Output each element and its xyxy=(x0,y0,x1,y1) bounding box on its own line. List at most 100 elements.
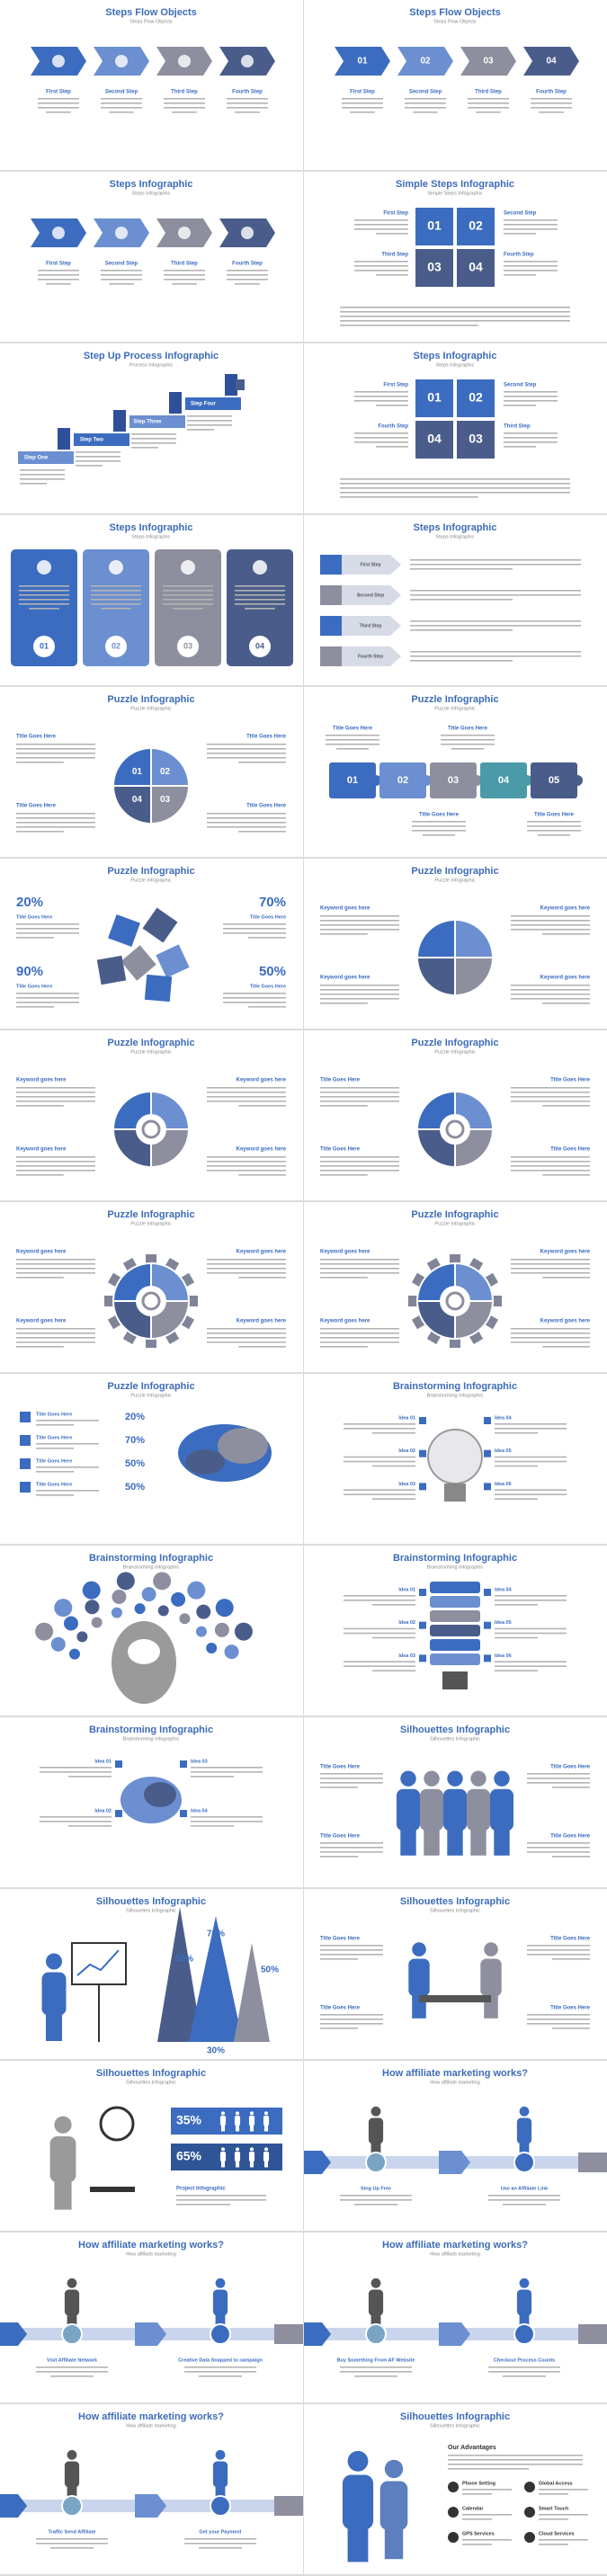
text-placeholder xyxy=(16,1272,95,1274)
text-placeholder xyxy=(468,107,509,109)
meeting-table xyxy=(419,1995,491,2002)
piece-label: Keyword goes here xyxy=(237,1319,287,1324)
text-placeholder xyxy=(462,2544,492,2545)
text-placeholder xyxy=(376,446,408,448)
step-label: Step Three xyxy=(133,420,162,425)
text-placeholder xyxy=(320,2023,383,2025)
text-placeholder xyxy=(320,1346,368,1348)
text-placeholder xyxy=(20,469,65,471)
silhouette-legs xyxy=(67,2310,77,2331)
person-label: Title Goes Here xyxy=(320,1834,361,1840)
percent-value: 20% xyxy=(16,895,43,910)
feature-icon xyxy=(524,2482,535,2492)
text-placeholder xyxy=(542,1277,590,1279)
text-placeholder xyxy=(504,441,558,443)
text-placeholder xyxy=(164,279,205,281)
idea-bubble xyxy=(187,1581,206,1600)
text-placeholder xyxy=(527,1847,590,1849)
silhouette-legs xyxy=(263,2159,269,2168)
text-placeholder xyxy=(462,2493,492,2495)
text-placeholder xyxy=(511,1092,590,1093)
text-placeholder xyxy=(68,1776,112,1778)
text-placeholder xyxy=(495,1432,538,1434)
slide-title: Silhouettes Infographic xyxy=(400,1725,510,1735)
text-placeholder xyxy=(16,826,95,828)
step-label: Checkout Process Counts xyxy=(494,2358,555,2363)
text-placeholder xyxy=(527,1773,590,1775)
text-placeholder xyxy=(320,929,399,931)
percent-value: 50% xyxy=(175,1955,193,1965)
step-badge xyxy=(61,2495,83,2517)
text-placeholder xyxy=(488,2371,560,2373)
text-placeholder xyxy=(504,400,558,402)
list-icon xyxy=(320,616,342,636)
flow-arrow xyxy=(135,2322,166,2346)
idea-label: Idea 01 xyxy=(398,1415,415,1421)
text-placeholder xyxy=(527,821,581,823)
puzzle-knob xyxy=(572,775,583,786)
hub-icon xyxy=(445,1291,465,1311)
idea-bubble xyxy=(54,1599,73,1618)
slide xyxy=(304,2061,607,2231)
step-label: Third Step xyxy=(171,90,198,95)
silhouette-legs xyxy=(46,2006,62,2041)
step-number: 03 xyxy=(483,57,494,67)
text-placeholder xyxy=(542,1174,590,1176)
feature-icon xyxy=(524,2532,535,2543)
text-placeholder xyxy=(511,924,590,926)
text-placeholder xyxy=(16,757,95,759)
silhouette-head xyxy=(220,2111,226,2116)
text-placeholder xyxy=(538,834,570,836)
text-placeholder xyxy=(76,465,103,467)
piece-label: Keyword goes here xyxy=(237,1147,287,1153)
peak xyxy=(157,1907,202,2042)
text-placeholder xyxy=(163,603,213,605)
step-label: Fourth Step xyxy=(536,90,567,95)
text-placeholder xyxy=(410,590,581,592)
flow-end xyxy=(274,2324,303,2344)
step-label: Second Step xyxy=(409,90,442,95)
text-placeholder xyxy=(504,224,558,226)
percent-value: 70% xyxy=(207,1930,225,1939)
silhouette-body xyxy=(368,2117,384,2144)
idea-bubble xyxy=(224,1645,239,1660)
card-icon xyxy=(37,560,51,575)
text-placeholder xyxy=(238,1105,286,1107)
piece-label: Title Goes Here xyxy=(550,1147,591,1153)
slide-subtitle: Puzzle Infographic xyxy=(434,1221,475,1226)
step-icon xyxy=(241,55,254,67)
text-placeholder xyxy=(223,928,286,930)
text-placeholder xyxy=(36,2538,108,2540)
text-placeholder xyxy=(320,1003,368,1004)
text-placeholder xyxy=(495,1489,567,1491)
piece-label: Title Goes Here xyxy=(333,726,373,732)
step-icon xyxy=(241,227,254,239)
piece-number: 01 xyxy=(347,775,358,786)
puzzle-quadrant xyxy=(454,957,495,997)
slide-subtitle: Steps Infographic xyxy=(436,534,475,539)
text-placeholder xyxy=(16,817,95,819)
text-placeholder xyxy=(340,307,570,308)
text-placeholder xyxy=(495,1428,567,1430)
slide-subtitle: Simple Steps Infographic xyxy=(427,191,482,196)
silhouette-legs xyxy=(447,1822,463,1856)
idea-bubble xyxy=(116,1572,135,1591)
flow-end xyxy=(578,2153,607,2172)
step-chevron xyxy=(335,47,390,76)
flow-arrow xyxy=(135,2494,166,2518)
text-placeholder xyxy=(227,103,268,104)
silhouette-body xyxy=(212,2289,228,2316)
text-placeholder xyxy=(336,748,369,750)
idea-icon xyxy=(115,1760,122,1768)
text-placeholder xyxy=(199,2547,242,2549)
text-placeholder xyxy=(344,1665,415,1667)
puzzle-piece xyxy=(108,914,140,947)
text-placeholder xyxy=(354,437,408,439)
idea-icon xyxy=(484,1483,491,1491)
puzzle-quadrant xyxy=(112,785,152,825)
text-placeholder xyxy=(340,2199,412,2201)
card-icon xyxy=(253,560,267,575)
idea-icon xyxy=(419,1621,426,1629)
text-placeholder xyxy=(36,2367,108,2368)
text-placeholder xyxy=(354,432,408,434)
